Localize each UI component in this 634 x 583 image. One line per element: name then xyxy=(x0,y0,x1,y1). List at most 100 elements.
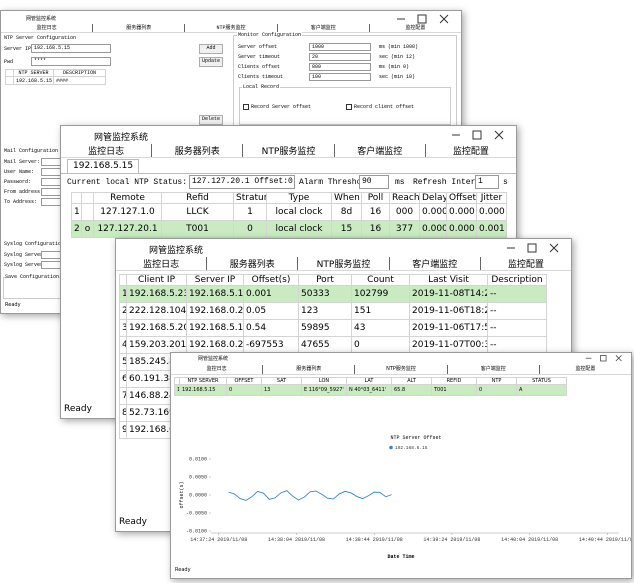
x-tick-label: 14:37:24 2019/11/08 xyxy=(190,537,247,543)
table-row[interactable]: 3192.168.5.205192.168.5.150.545989543201… xyxy=(120,320,547,337)
text-input[interactable]: 192.168.5.15 xyxy=(31,44,111,53)
cell: -- xyxy=(488,303,547,320)
close-button[interactable] xyxy=(616,355,622,361)
row-number: 3 xyxy=(120,320,127,337)
spin-input[interactable]: 800 xyxy=(309,63,371,71)
spin-input[interactable]: 1 xyxy=(475,175,499,189)
close-button[interactable] xyxy=(495,131,503,139)
table-row[interactable]: 4159.203.201.14192.168.0.22-697553476550… xyxy=(120,337,547,354)
tab[interactable]: 监控日志 xyxy=(61,144,151,157)
tab[interactable]: NTP服务监控 xyxy=(242,144,333,157)
tab[interactable]: 监控日志 xyxy=(1,24,92,32)
legend-label: 192.168.5.15 xyxy=(395,445,428,451)
cell: 2019-11-08T14:27:28 xyxy=(410,286,488,303)
tab-bar: 监控日志服务器列表NTP服务监控客户端监控监控配置 xyxy=(61,144,516,158)
table-row[interactable]: 1192.168.5.15013E 116°09_5927'N 40°03_64… xyxy=(175,385,567,396)
header-cell: Count xyxy=(352,275,410,286)
tab[interactable]: 监控日志 xyxy=(171,365,262,374)
spin-input[interactable]: 1000 xyxy=(309,43,371,51)
cell: 377 xyxy=(390,221,420,238)
tab[interactable]: 监控配置 xyxy=(369,24,461,32)
header-cell xyxy=(6,70,14,77)
table: RemoteRefidStratumTypeWhenPollReachDelay… xyxy=(71,192,507,238)
cell: 0.000 xyxy=(477,204,507,221)
label: Server timeout xyxy=(238,54,280,60)
row-number: 1 xyxy=(120,286,127,303)
label: Clients offset xyxy=(238,64,280,70)
tab[interactable]: NTP服务监控 xyxy=(354,365,446,374)
maximize-button[interactable] xyxy=(418,15,426,23)
tab[interactable]: 服务器列表 xyxy=(262,365,354,374)
x-tick-label: 14:38:44 2019/11/08 xyxy=(346,537,403,543)
header-cell: Offset xyxy=(447,193,477,204)
checkbox-label: Record Server offset xyxy=(251,104,311,110)
close-button[interactable] xyxy=(440,15,448,23)
tab[interactable]: 监控配置 xyxy=(425,144,516,157)
tab-bar: 监控日志服务器列表NTP服务监控客户端监控监控配置 xyxy=(171,365,631,375)
sub-tab[interactable]: 192.168.5.15 xyxy=(67,159,139,174)
checkbox[interactable] xyxy=(346,104,352,110)
table: NTP SERVERDESCRIPTION192.168.5.15#### xyxy=(5,69,106,85)
cell: 192.168.5.15 xyxy=(187,286,244,303)
tab[interactable]: 服务器列表 xyxy=(206,257,297,270)
label: Syslog Server: xyxy=(4,252,46,258)
group-heading: Local Record xyxy=(242,84,280,90)
header-cell: OFFSET xyxy=(227,378,262,385)
tab[interactable]: 监控日志 xyxy=(116,257,206,270)
tab[interactable]: 客户端监控 xyxy=(277,24,369,32)
tab[interactable]: 监控配置 xyxy=(480,257,571,270)
label: Server offset xyxy=(238,44,277,50)
cell: #### xyxy=(54,77,106,85)
tab[interactable]: 服务器列表 xyxy=(92,24,184,32)
maximize-button[interactable] xyxy=(473,131,481,139)
cell: 0 xyxy=(234,221,267,238)
header-cell: STATUS xyxy=(517,378,567,385)
table-row[interactable]: 192.168.5.15#### xyxy=(6,77,106,85)
close-button[interactable] xyxy=(550,244,558,252)
unit: s xyxy=(503,178,508,187)
cell: T001 xyxy=(162,221,234,238)
x-axis-label: Date Time xyxy=(387,554,414,560)
spin-input[interactable]: 90 xyxy=(359,175,389,189)
chart: NTP Server Offset Date Time offset(s) 0.… xyxy=(171,403,631,568)
cell: 65.8 xyxy=(392,385,432,396)
window-title: 网管监控系统 xyxy=(149,243,203,256)
spin-input[interactable]: 20 xyxy=(309,53,371,61)
table: NTP SERVEROFFSETSATLONLATALTREFIDNTPSTAT… xyxy=(174,377,567,396)
tab[interactable]: 客户端监控 xyxy=(447,365,539,374)
button[interactable]: Update xyxy=(199,57,223,67)
cell: 192.168.5.205 xyxy=(127,320,187,337)
y-tick-label: -0.0050 xyxy=(186,511,207,517)
maximize-button[interactable] xyxy=(601,355,607,361)
header-cell: Offset(s) xyxy=(244,275,299,286)
maximize-button[interactable] xyxy=(528,244,536,252)
tab[interactable]: 监控配置 xyxy=(539,365,631,374)
group-heading: Save Configuration xyxy=(5,274,59,280)
tab[interactable]: NTP服务监控 xyxy=(184,24,276,32)
text-input[interactable]: **** xyxy=(31,57,111,66)
tab-bar: 监控日志服务器列表NTP服务监控客户端监控监控配置 xyxy=(1,24,461,33)
tab[interactable]: 客户端监控 xyxy=(334,144,425,157)
y-tick-label: -0.0100 xyxy=(186,529,207,535)
label: Password: xyxy=(4,179,31,185)
tab[interactable]: 客户端监控 xyxy=(389,257,480,270)
table-row[interactable]: 2o127.127.20.1T0010local clock15163770.0… xyxy=(72,221,507,238)
table-row[interactable]: 1127.127.1.0LLCK1local clock8d160000.000… xyxy=(72,204,507,221)
cell: LLCK xyxy=(162,204,234,221)
spin-input[interactable]: 100 xyxy=(309,73,371,81)
window-controls xyxy=(448,129,508,144)
header-cell xyxy=(120,275,127,286)
button[interactable]: Delete xyxy=(199,115,223,125)
checkbox[interactable] xyxy=(243,104,249,110)
header-cell: Server IP xyxy=(187,275,244,286)
tab[interactable]: NTP服务监控 xyxy=(297,257,388,270)
table-row[interactable]: 2222.128.104.204192.168.0.220.0512315120… xyxy=(120,303,547,320)
table-row[interactable]: 1192.168.5.233192.168.5.150.001503331027… xyxy=(120,286,547,303)
cell: 0.001 xyxy=(477,221,507,238)
tab[interactable]: 服务器列表 xyxy=(151,144,242,157)
button[interactable]: Add xyxy=(199,44,223,54)
cell: A xyxy=(517,385,567,396)
header-cell: Jitter xyxy=(477,193,507,204)
row-flag xyxy=(82,204,94,221)
